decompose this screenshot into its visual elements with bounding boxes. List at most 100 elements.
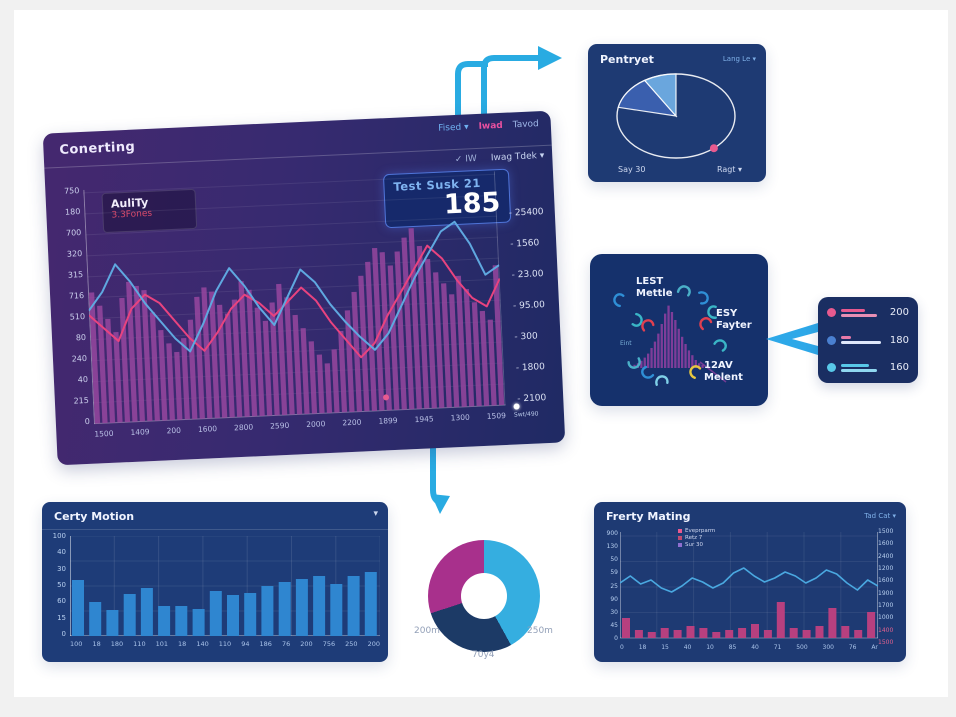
bar bbox=[479, 310, 490, 406]
lest-mettle-label: LEST Mettle bbox=[636, 276, 673, 299]
blue-line bbox=[87, 220, 500, 353]
tad-cat-dropdown[interactable]: Tad Cat ▾ bbox=[864, 512, 896, 520]
bar bbox=[634, 630, 643, 638]
bar bbox=[194, 296, 205, 419]
x-axis-tick: 110 bbox=[133, 640, 146, 648]
bar bbox=[119, 297, 131, 423]
bar bbox=[175, 606, 188, 636]
x-axis-tick: 15 bbox=[661, 644, 669, 651]
bar bbox=[113, 332, 123, 423]
bar bbox=[751, 624, 759, 638]
y-axis-tick: 25400 bbox=[509, 207, 544, 219]
certy-motion-panel: Certy Motion ▾ 100 40 30 50 60 15 0 100 18 180 11… bbox=[42, 502, 388, 662]
x-axis-tick: 1600 bbox=[197, 424, 218, 434]
squiggle-icon bbox=[655, 375, 669, 386]
check-label[interactable]: ✓ IW bbox=[454, 154, 478, 166]
bar bbox=[209, 591, 222, 636]
iwad-toggle[interactable]: Iwad bbox=[478, 120, 503, 132]
x-axis-tick: 140 bbox=[196, 640, 209, 648]
fised-dropdown[interactable]: Fised ▾ bbox=[438, 122, 469, 134]
x-axis-tick: 300 bbox=[822, 644, 834, 651]
bar bbox=[347, 576, 360, 636]
y-axis-tick: 180 bbox=[64, 207, 81, 217]
pie-slice-light-blue bbox=[643, 73, 677, 118]
legend-item[interactable]: Retz 7 bbox=[678, 535, 715, 541]
bar bbox=[763, 630, 772, 638]
y-axis-tick: 1700 bbox=[878, 601, 894, 609]
ragt-dropdown[interactable]: Ragt ▾ bbox=[716, 165, 742, 174]
bar bbox=[292, 314, 303, 415]
legend-item[interactable]: Sur 30 bbox=[678, 542, 715, 548]
bar bbox=[262, 320, 273, 416]
x-axis-tick: 71 bbox=[773, 644, 782, 651]
bar bbox=[660, 628, 669, 638]
x-axis-tick: 2590 bbox=[269, 420, 290, 431]
y-axis-tick: 716 bbox=[68, 290, 85, 301]
y-axis-tick: 59 bbox=[610, 569, 618, 577]
x-axis-tick: 500 bbox=[796, 644, 808, 651]
hist-bar bbox=[640, 360, 643, 368]
y-axis-tick: 130 bbox=[606, 543, 618, 551]
x-axis-tick: 186 bbox=[259, 640, 272, 648]
bar bbox=[344, 310, 355, 413]
bar bbox=[224, 313, 235, 418]
label-line: Melent bbox=[704, 371, 743, 383]
stat-row: 200 bbox=[827, 307, 909, 318]
squiggle-icon bbox=[627, 357, 641, 369]
bar bbox=[106, 610, 119, 636]
metric-bars bbox=[841, 363, 885, 372]
x-axis-tick: 756 bbox=[322, 640, 336, 648]
metrics-icons-panel: LEST Mettle ESY Fayter 12AV Melent Eint bbox=[590, 254, 768, 406]
y-axis-tick: 50 bbox=[57, 580, 66, 589]
slider-handle-icon[interactable] bbox=[513, 403, 520, 410]
x-axis-tick: 250 bbox=[345, 640, 358, 648]
y-axis-tick: 300 bbox=[514, 331, 538, 342]
bar-chart bbox=[70, 536, 380, 636]
x-axis-tick: 0 bbox=[620, 644, 624, 651]
hist-bar bbox=[650, 348, 653, 368]
hist-bar bbox=[660, 324, 663, 368]
bar bbox=[365, 261, 378, 412]
bar bbox=[776, 602, 785, 638]
metric-bars bbox=[841, 336, 885, 344]
bar bbox=[208, 291, 220, 419]
y-axis-tick: 30 bbox=[610, 608, 618, 616]
hist-bar bbox=[698, 363, 701, 368]
iwag-tdek-dropdown[interactable]: Iwag Tdek ▾ bbox=[490, 150, 545, 164]
hist-bar bbox=[653, 341, 657, 368]
bar bbox=[141, 290, 153, 422]
bar bbox=[89, 602, 102, 636]
bar bbox=[300, 328, 310, 415]
x-axis-tick: 180 bbox=[110, 640, 124, 648]
bar bbox=[72, 580, 84, 636]
hist-bar bbox=[701, 364, 704, 368]
pie-footer-left: Say 30 bbox=[618, 165, 646, 174]
y-axis-tick: 1000 bbox=[878, 614, 894, 622]
squiggle-icon bbox=[707, 305, 717, 319]
bar bbox=[854, 630, 863, 638]
bar bbox=[828, 608, 837, 638]
chevron-down-icon[interactable]: ▾ bbox=[373, 509, 378, 519]
bar bbox=[338, 330, 348, 413]
squiggle-icon bbox=[713, 339, 727, 352]
y-axis-tick: 23.00 bbox=[511, 269, 544, 280]
bar bbox=[358, 275, 370, 412]
x-axis-tick: 2000 bbox=[306, 419, 326, 430]
squiggle-icon bbox=[676, 285, 691, 297]
x-axis-tick: 18 bbox=[92, 640, 101, 648]
lang-le-dropdown[interactable]: Lang Le ▾ bbox=[722, 55, 756, 63]
legend-label: Retz 7 bbox=[685, 535, 703, 541]
y-axis-tick: 0 bbox=[84, 416, 91, 427]
legend-item[interactable]: Eveprparm bbox=[678, 528, 715, 534]
tavod-toggle[interactable]: Tavod bbox=[512, 119, 540, 131]
bar bbox=[441, 283, 452, 408]
esy-fayter-icon bbox=[699, 317, 713, 331]
range-slider[interactable]: Swt/490 bbox=[511, 401, 560, 419]
x-axis-tick: 200 bbox=[367, 640, 380, 648]
melent-icon bbox=[689, 365, 702, 379]
bar bbox=[140, 588, 153, 636]
bar bbox=[387, 265, 400, 411]
bar bbox=[284, 297, 295, 415]
bar bbox=[738, 628, 747, 638]
hist-bar bbox=[664, 313, 667, 368]
